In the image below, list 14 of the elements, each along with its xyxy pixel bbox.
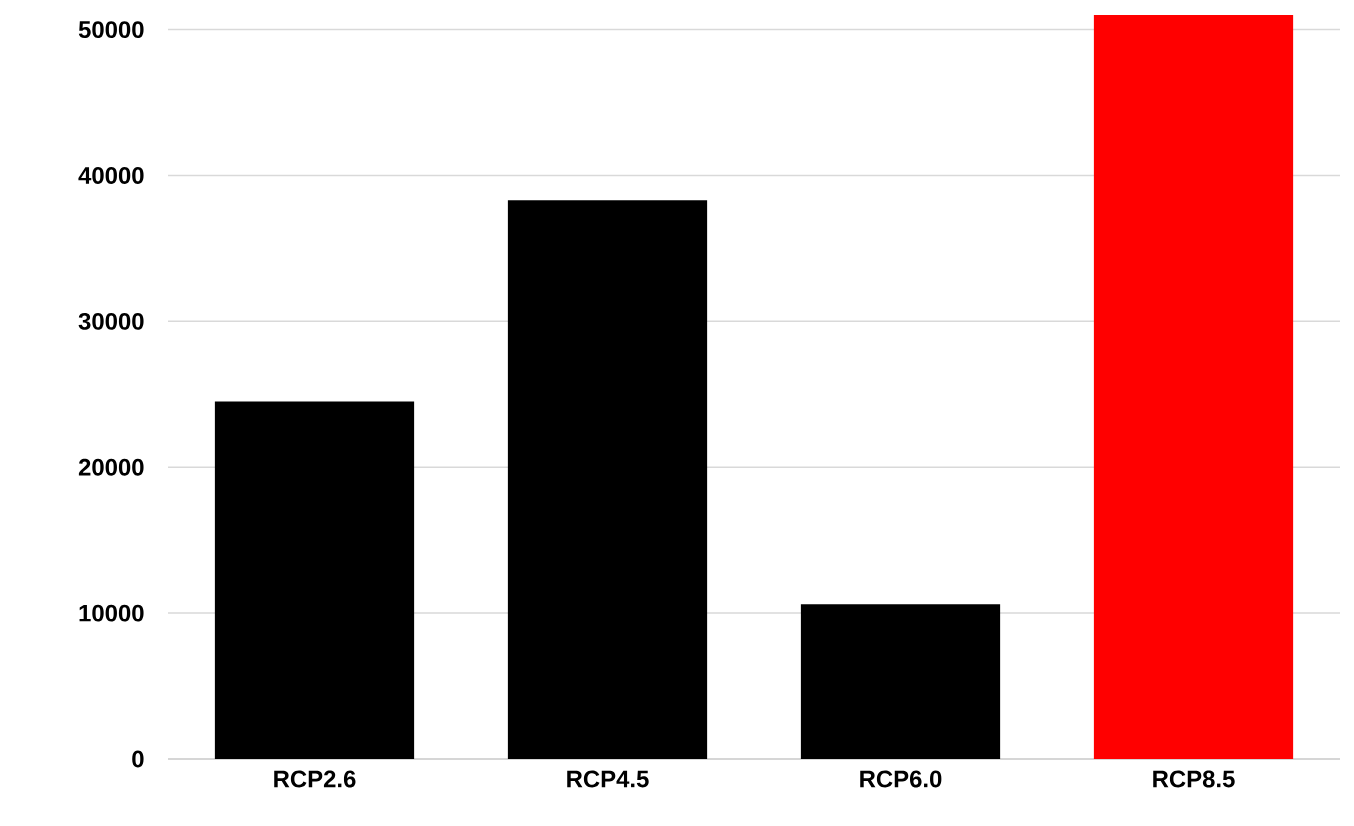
x-tick-label: RCP4.5 — [567, 770, 649, 788]
bar — [800, 604, 1001, 759]
y-tick-label: 0 — [132, 750, 144, 768]
y-tick-label: 10000 — [79, 604, 144, 622]
bar — [1093, 15, 1294, 759]
x-tick-label: RCP2.6 — [274, 770, 356, 788]
bar — [214, 401, 415, 759]
x-tick-label: RCP8.5 — [1153, 770, 1235, 788]
y-tick-label: 40000 — [78, 167, 144, 184]
x-tick-label: RCP6.0 — [860, 770, 942, 788]
y-tick-label: 50000 — [78, 21, 144, 39]
y-tick-label: 20000 — [78, 458, 144, 476]
y-tick-label: 30000 — [78, 312, 144, 330]
bar — [507, 200, 708, 759]
